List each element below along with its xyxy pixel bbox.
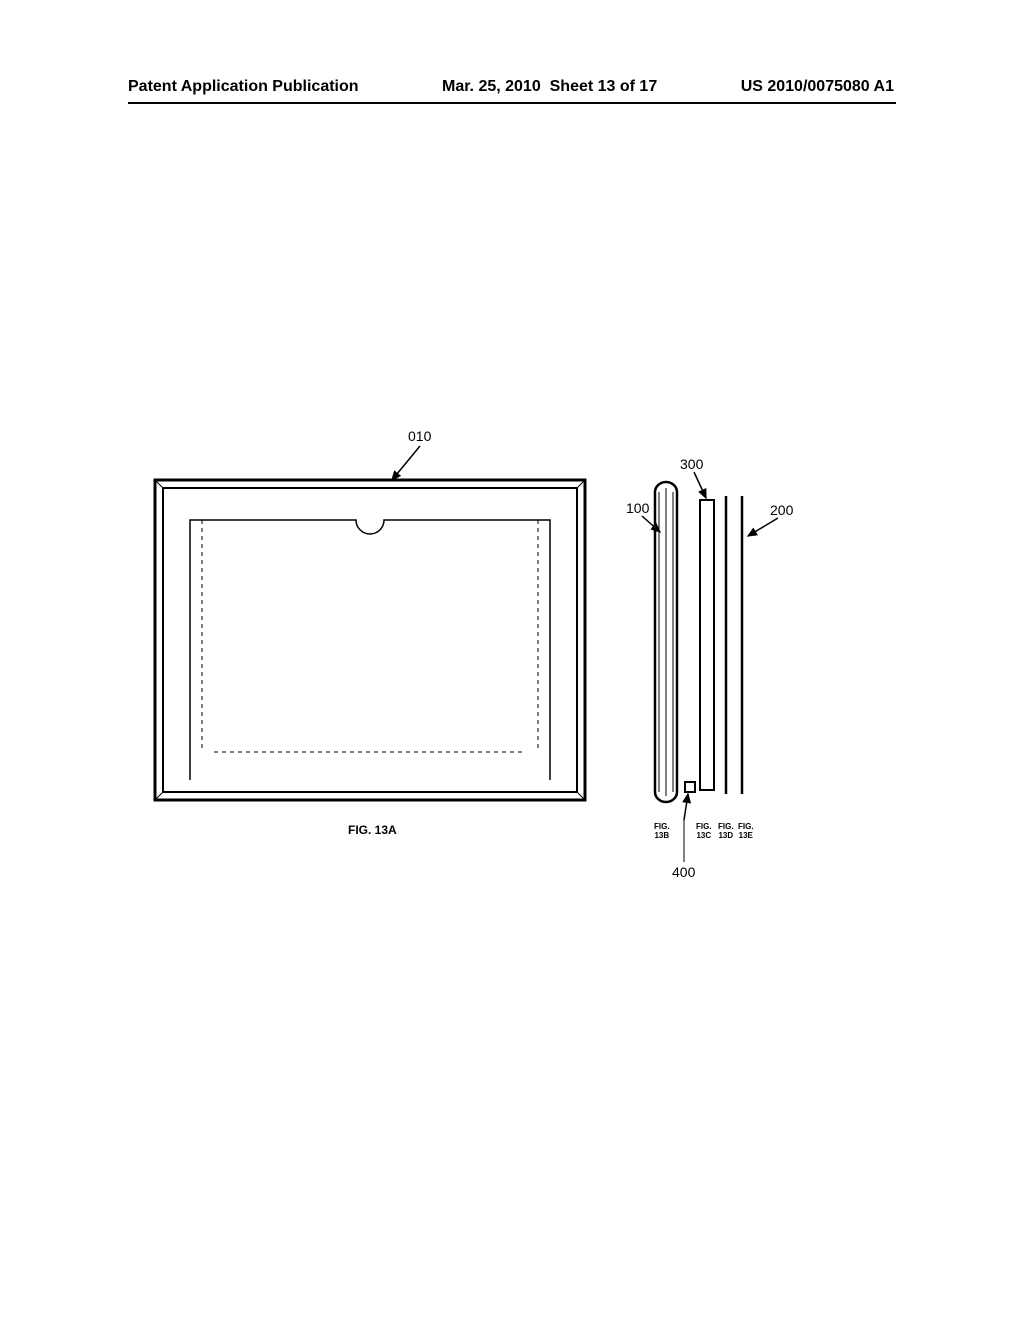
caption-fig-13b: FIG. 13B: [654, 823, 670, 841]
figure-svg: [0, 420, 1024, 920]
ref-010: 010: [408, 428, 431, 444]
caption-fig-13d: FIG. 13D: [718, 823, 734, 841]
caption-fig-13c: FIG. 13C: [696, 823, 712, 841]
header-publication: Patent Application Publication: [128, 78, 359, 96]
header: Patent Application Publication Mar. 25, …: [0, 78, 1024, 104]
ref-400: 400: [672, 864, 695, 880]
ref-100: 100: [626, 500, 649, 516]
header-divider: [128, 102, 896, 104]
page-root: Patent Application Publication Mar. 25, …: [0, 0, 1024, 1320]
figure-area: 010 100 300 200 400 FIG. 13A FIG. 13B FI…: [0, 420, 1024, 920]
header-line: Patent Application Publication Mar. 25, …: [0, 78, 1024, 96]
ref-300: 300: [680, 456, 703, 472]
caption-fig-13e: FIG. 13E: [738, 823, 754, 841]
caption-fig-13a: FIG. 13A: [348, 823, 397, 837]
ref-200: 200: [770, 502, 793, 518]
header-date-sheet: Mar. 25, 2010 Sheet 13 of 17: [442, 78, 657, 96]
header-pubnum: US 2010/0075080 A1: [741, 78, 894, 96]
